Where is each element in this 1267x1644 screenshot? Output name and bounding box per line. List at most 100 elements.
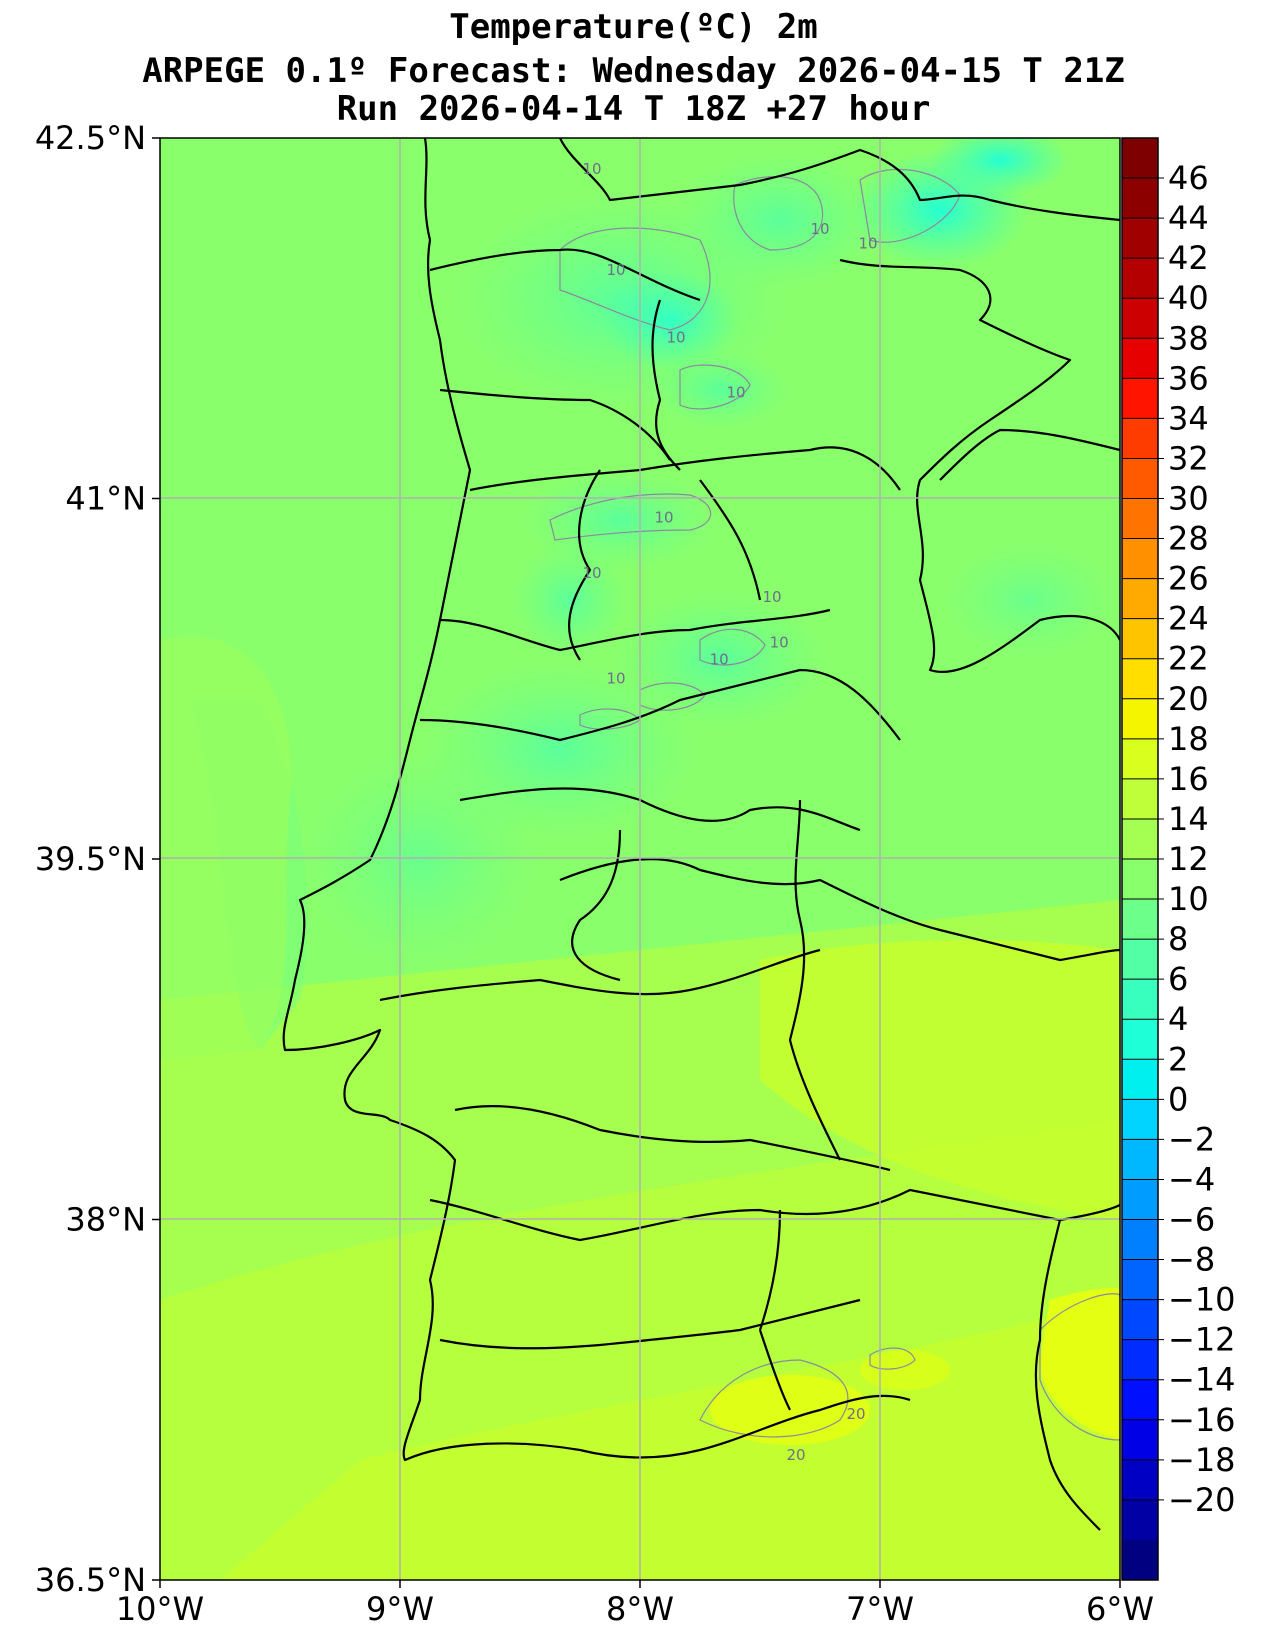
y-tick-label: 42.5°N	[35, 119, 146, 157]
colorbar-tick-label: 16	[1168, 760, 1209, 798]
colorbar-swatch	[1122, 778, 1158, 820]
colorbar-swatch	[1122, 1299, 1158, 1341]
colorbar-tick-label: −14	[1168, 1361, 1236, 1399]
colorbar-tick-label: 10	[1168, 880, 1209, 918]
contour-label: 10	[858, 235, 877, 253]
colorbar-swatch	[1122, 418, 1158, 459]
colorbar-tick-label: −2	[1168, 1120, 1215, 1158]
colorbar-tick-label: 32	[1168, 439, 1209, 477]
colorbar-tick-label: 14	[1168, 800, 1209, 838]
spain-border	[558, 138, 1120, 222]
colorbar-tick-label: 4	[1168, 1000, 1188, 1038]
colorbar-tick-label: −16	[1168, 1401, 1236, 1439]
contour-label: 10	[582, 160, 601, 178]
colorbar-tick-label: 20	[1168, 680, 1209, 718]
colorbar-swatch	[1122, 899, 1158, 940]
colorbar-tick-label: 26	[1168, 560, 1209, 598]
contour-label: 10	[606, 261, 625, 279]
contour-label: 10	[666, 328, 685, 346]
colorbar-swatch	[1122, 1219, 1158, 1261]
colorbar-swatch	[1122, 738, 1158, 780]
colorbar-swatch	[1122, 1539, 1158, 1581]
colorbar-swatch	[1122, 578, 1158, 620]
colorbar-tick-label: 40	[1168, 279, 1209, 317]
colorbar-swatch	[1122, 1019, 1158, 1060]
colorbar-tick-label: 36	[1168, 359, 1209, 397]
coastline	[282, 138, 911, 1462]
colorbar-swatch	[1122, 1339, 1158, 1381]
colorbar-tick-label: −8	[1168, 1241, 1215, 1279]
x-tick-label: 7°W	[846, 1590, 914, 1628]
colorbar-swatch	[1122, 1179, 1158, 1220]
colorbar-swatch	[1122, 378, 1158, 419]
colorbar-tick-label: 46	[1168, 159, 1209, 197]
title-line-2: ARPEGE 0.1º Forecast: Wednesday 2026-04-…	[142, 51, 1125, 91]
axis-tick-labels: 10°W 9°W 8°W 7°W 6°W 42.5°N 41°N 39.5°N 38°N 36.5…	[35, 119, 1154, 1628]
contour-label: 10	[810, 220, 829, 238]
colorbar-swatch	[1122, 618, 1158, 660]
colorbar-swatch	[1122, 338, 1158, 379]
contour-label: 10	[654, 509, 673, 527]
colorbar-tick-label: 34	[1168, 399, 1209, 437]
colorbar-swatch	[1122, 498, 1158, 540]
colorbar-swatch	[1122, 458, 1158, 499]
colorbar-tick-label: −12	[1168, 1321, 1236, 1359]
x-tick-label: 10°W	[116, 1590, 204, 1628]
contour-label: 10	[770, 634, 789, 652]
colorbar-swatch	[1122, 138, 1158, 179]
colorbar-tick-label: 44	[1168, 199, 1209, 237]
colorbar-swatch	[1122, 298, 1158, 339]
borders	[282, 138, 1120, 1531]
contour-labels: 10 10 10 10 10 10 10 10 10 10 10 10 20 20	[582, 160, 877, 1464]
colorbar-tick-label: 18	[1168, 720, 1209, 758]
x-tick-label: 9°W	[366, 1590, 434, 1628]
contour-label: 10	[582, 564, 601, 582]
colorbar-tick-label: 6	[1168, 960, 1188, 998]
colorbar-swatch	[1122, 1059, 1158, 1100]
colorbar-swatch	[1122, 1459, 1158, 1501]
contour-label: 10	[606, 670, 625, 688]
title-line-1: Temperature(ºC) 2m	[449, 7, 818, 47]
colorbar-tick-label: −10	[1168, 1281, 1236, 1319]
colorbar-swatch	[1122, 818, 1158, 860]
colorbar-swatch	[1122, 1099, 1158, 1140]
gridlines	[160, 138, 1120, 1580]
y-tick-label: 41°N	[65, 480, 146, 518]
contour-label: 20	[786, 1446, 805, 1464]
colorbar-tick-label: 22	[1168, 640, 1209, 678]
colorbar-tick-label: 42	[1168, 239, 1209, 277]
y-tick-label: 36.5°N	[35, 1561, 146, 1599]
colorbar: 4644424038363432302826242220181614121086…	[1121, 137, 1236, 1581]
contour-label: 10	[710, 650, 729, 668]
x-tick-label: 6°W	[1086, 1590, 1154, 1628]
colorbar-swatch	[1122, 1419, 1158, 1461]
title-line-3: Run 2026-04-14 T 18Z +27 hour	[336, 89, 931, 129]
colorbar-tick-label: −4	[1168, 1160, 1215, 1198]
colorbar-tick-label: 8	[1168, 920, 1188, 958]
colorbar-tick-label: 0	[1168, 1080, 1188, 1118]
colorbar-swatch	[1122, 1499, 1158, 1541]
colorbar-swatch	[1122, 218, 1158, 259]
colorbar-swatch	[1122, 658, 1158, 700]
colorbar-tick-label: 24	[1168, 600, 1209, 638]
colorbar-tick-label: −6	[1168, 1201, 1215, 1239]
colorbar-swatch	[1122, 1259, 1158, 1301]
y-tick-label: 39.5°N	[35, 840, 146, 878]
colorbar-tick-label: −18	[1168, 1441, 1236, 1479]
y-tick-label: 38°N	[65, 1201, 146, 1239]
contour-label: 20	[846, 1405, 865, 1423]
colorbar-swatch	[1122, 698, 1158, 740]
colorbar-swatch	[1122, 1139, 1158, 1180]
colorbar-tick-label: 28	[1168, 520, 1209, 558]
colorbar-swatch	[1122, 538, 1158, 580]
colorbar-swatch	[1122, 859, 1158, 900]
colorbar-swatch	[1122, 258, 1158, 299]
colorbar-swatch	[1122, 939, 1158, 980]
colorbar-swatch	[1122, 979, 1158, 1020]
colorbar-swatch	[1122, 1379, 1158, 1421]
x-tick-label: 8°W	[606, 1590, 674, 1628]
contour-label: 10	[726, 384, 745, 402]
colorbar-tick-label: 38	[1168, 319, 1209, 357]
colorbar-tick-label: −20	[1168, 1481, 1236, 1519]
